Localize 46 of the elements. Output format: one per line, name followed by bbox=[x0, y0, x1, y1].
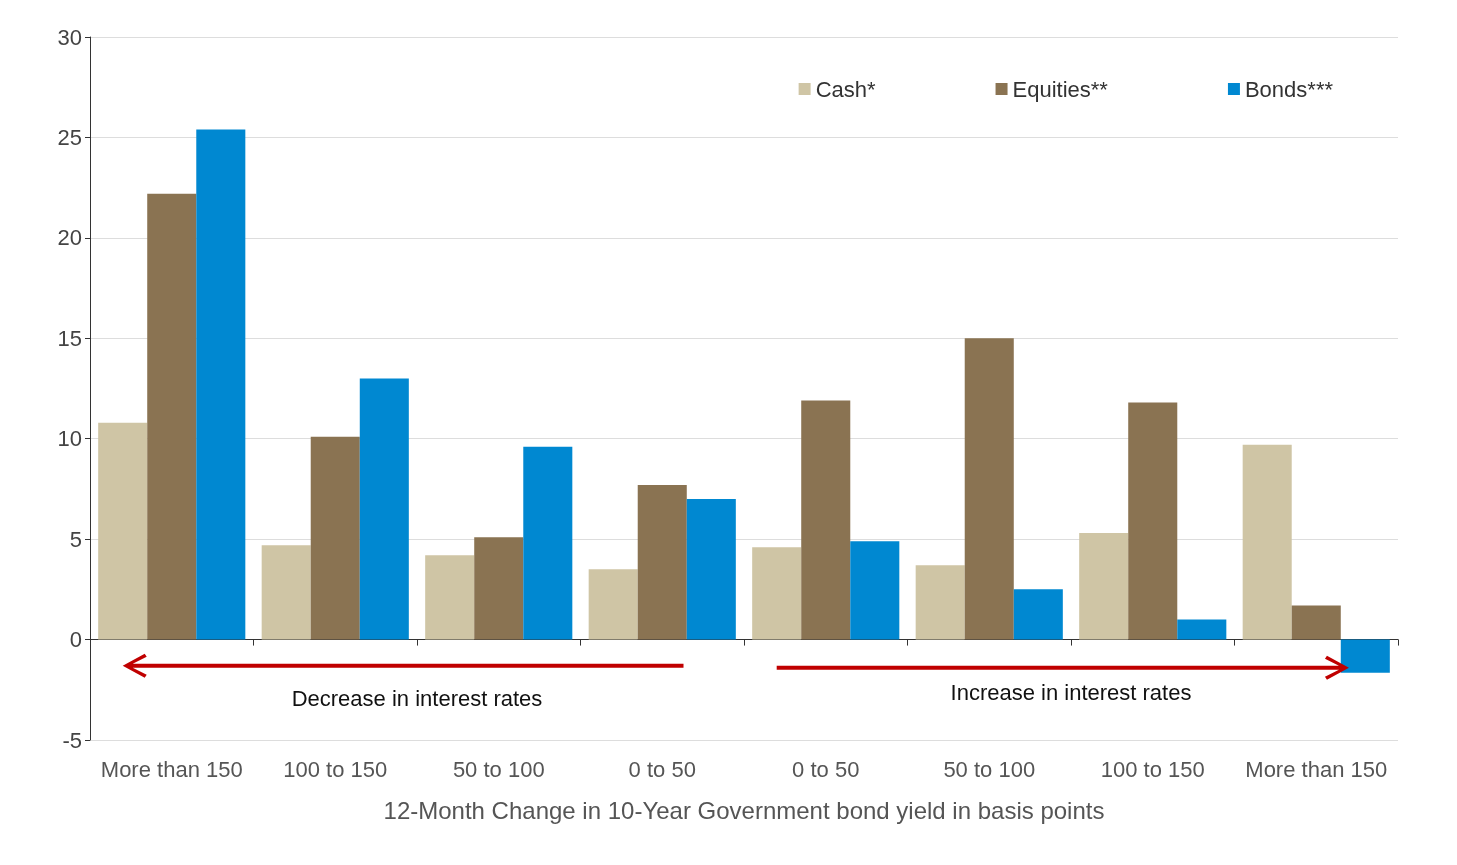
y-tick-label: 0 bbox=[69, 627, 82, 653]
legend-label: Equities** bbox=[1012, 76, 1109, 102]
x-tick-label: More than 150 bbox=[1245, 756, 1388, 782]
bar bbox=[1013, 589, 1063, 640]
bar bbox=[359, 378, 409, 640]
bar bbox=[752, 547, 802, 640]
bar bbox=[588, 569, 638, 640]
bar bbox=[523, 446, 573, 640]
bar bbox=[915, 565, 965, 640]
x-axis-title: 12-Month Change in 10-Year Government bond yield in basis points bbox=[383, 796, 1105, 824]
bar bbox=[1079, 533, 1129, 640]
bar bbox=[196, 129, 246, 640]
bar bbox=[1340, 639, 1390, 673]
y-tick-label: 25 bbox=[57, 124, 82, 150]
bar bbox=[425, 555, 475, 640]
legend-label: Bonds*** bbox=[1244, 76, 1334, 102]
x-tick-label: 100 to 150 bbox=[283, 756, 388, 782]
bar bbox=[1291, 605, 1341, 640]
y-tick-label: 10 bbox=[57, 426, 82, 452]
bar bbox=[310, 436, 360, 640]
x-tick-label: 50 to 100 bbox=[943, 756, 1036, 782]
bar bbox=[474, 537, 524, 640]
annotation: Decrease in interest rates bbox=[291, 685, 543, 711]
x-tick-label: 50 to 100 bbox=[452, 756, 545, 782]
bar bbox=[1128, 402, 1178, 640]
y-tick-label: 20 bbox=[57, 225, 82, 251]
bar bbox=[98, 422, 148, 640]
y-tick-label: 30 bbox=[57, 24, 82, 50]
legend-label: Cash* bbox=[815, 76, 876, 102]
x-tick-label: 100 to 150 bbox=[1100, 756, 1205, 782]
bar bbox=[147, 193, 197, 640]
x-tick-label: More than 150 bbox=[100, 756, 243, 782]
annotation: Increase in interest rates bbox=[950, 679, 1192, 705]
y-tick-label: -5 bbox=[62, 727, 82, 753]
bar bbox=[964, 338, 1014, 640]
bar bbox=[637, 484, 687, 640]
bar bbox=[1177, 619, 1227, 640]
y-tick-label: 15 bbox=[57, 325, 82, 351]
x-tick-label: 0 to 50 bbox=[792, 756, 860, 782]
y-tick-label: 5 bbox=[69, 526, 82, 552]
bar bbox=[850, 541, 900, 640]
bar bbox=[1242, 444, 1292, 640]
x-tick-label: 0 to 50 bbox=[628, 756, 696, 782]
bar bbox=[686, 498, 736, 640]
bar bbox=[801, 400, 851, 640]
bar bbox=[261, 545, 311, 640]
